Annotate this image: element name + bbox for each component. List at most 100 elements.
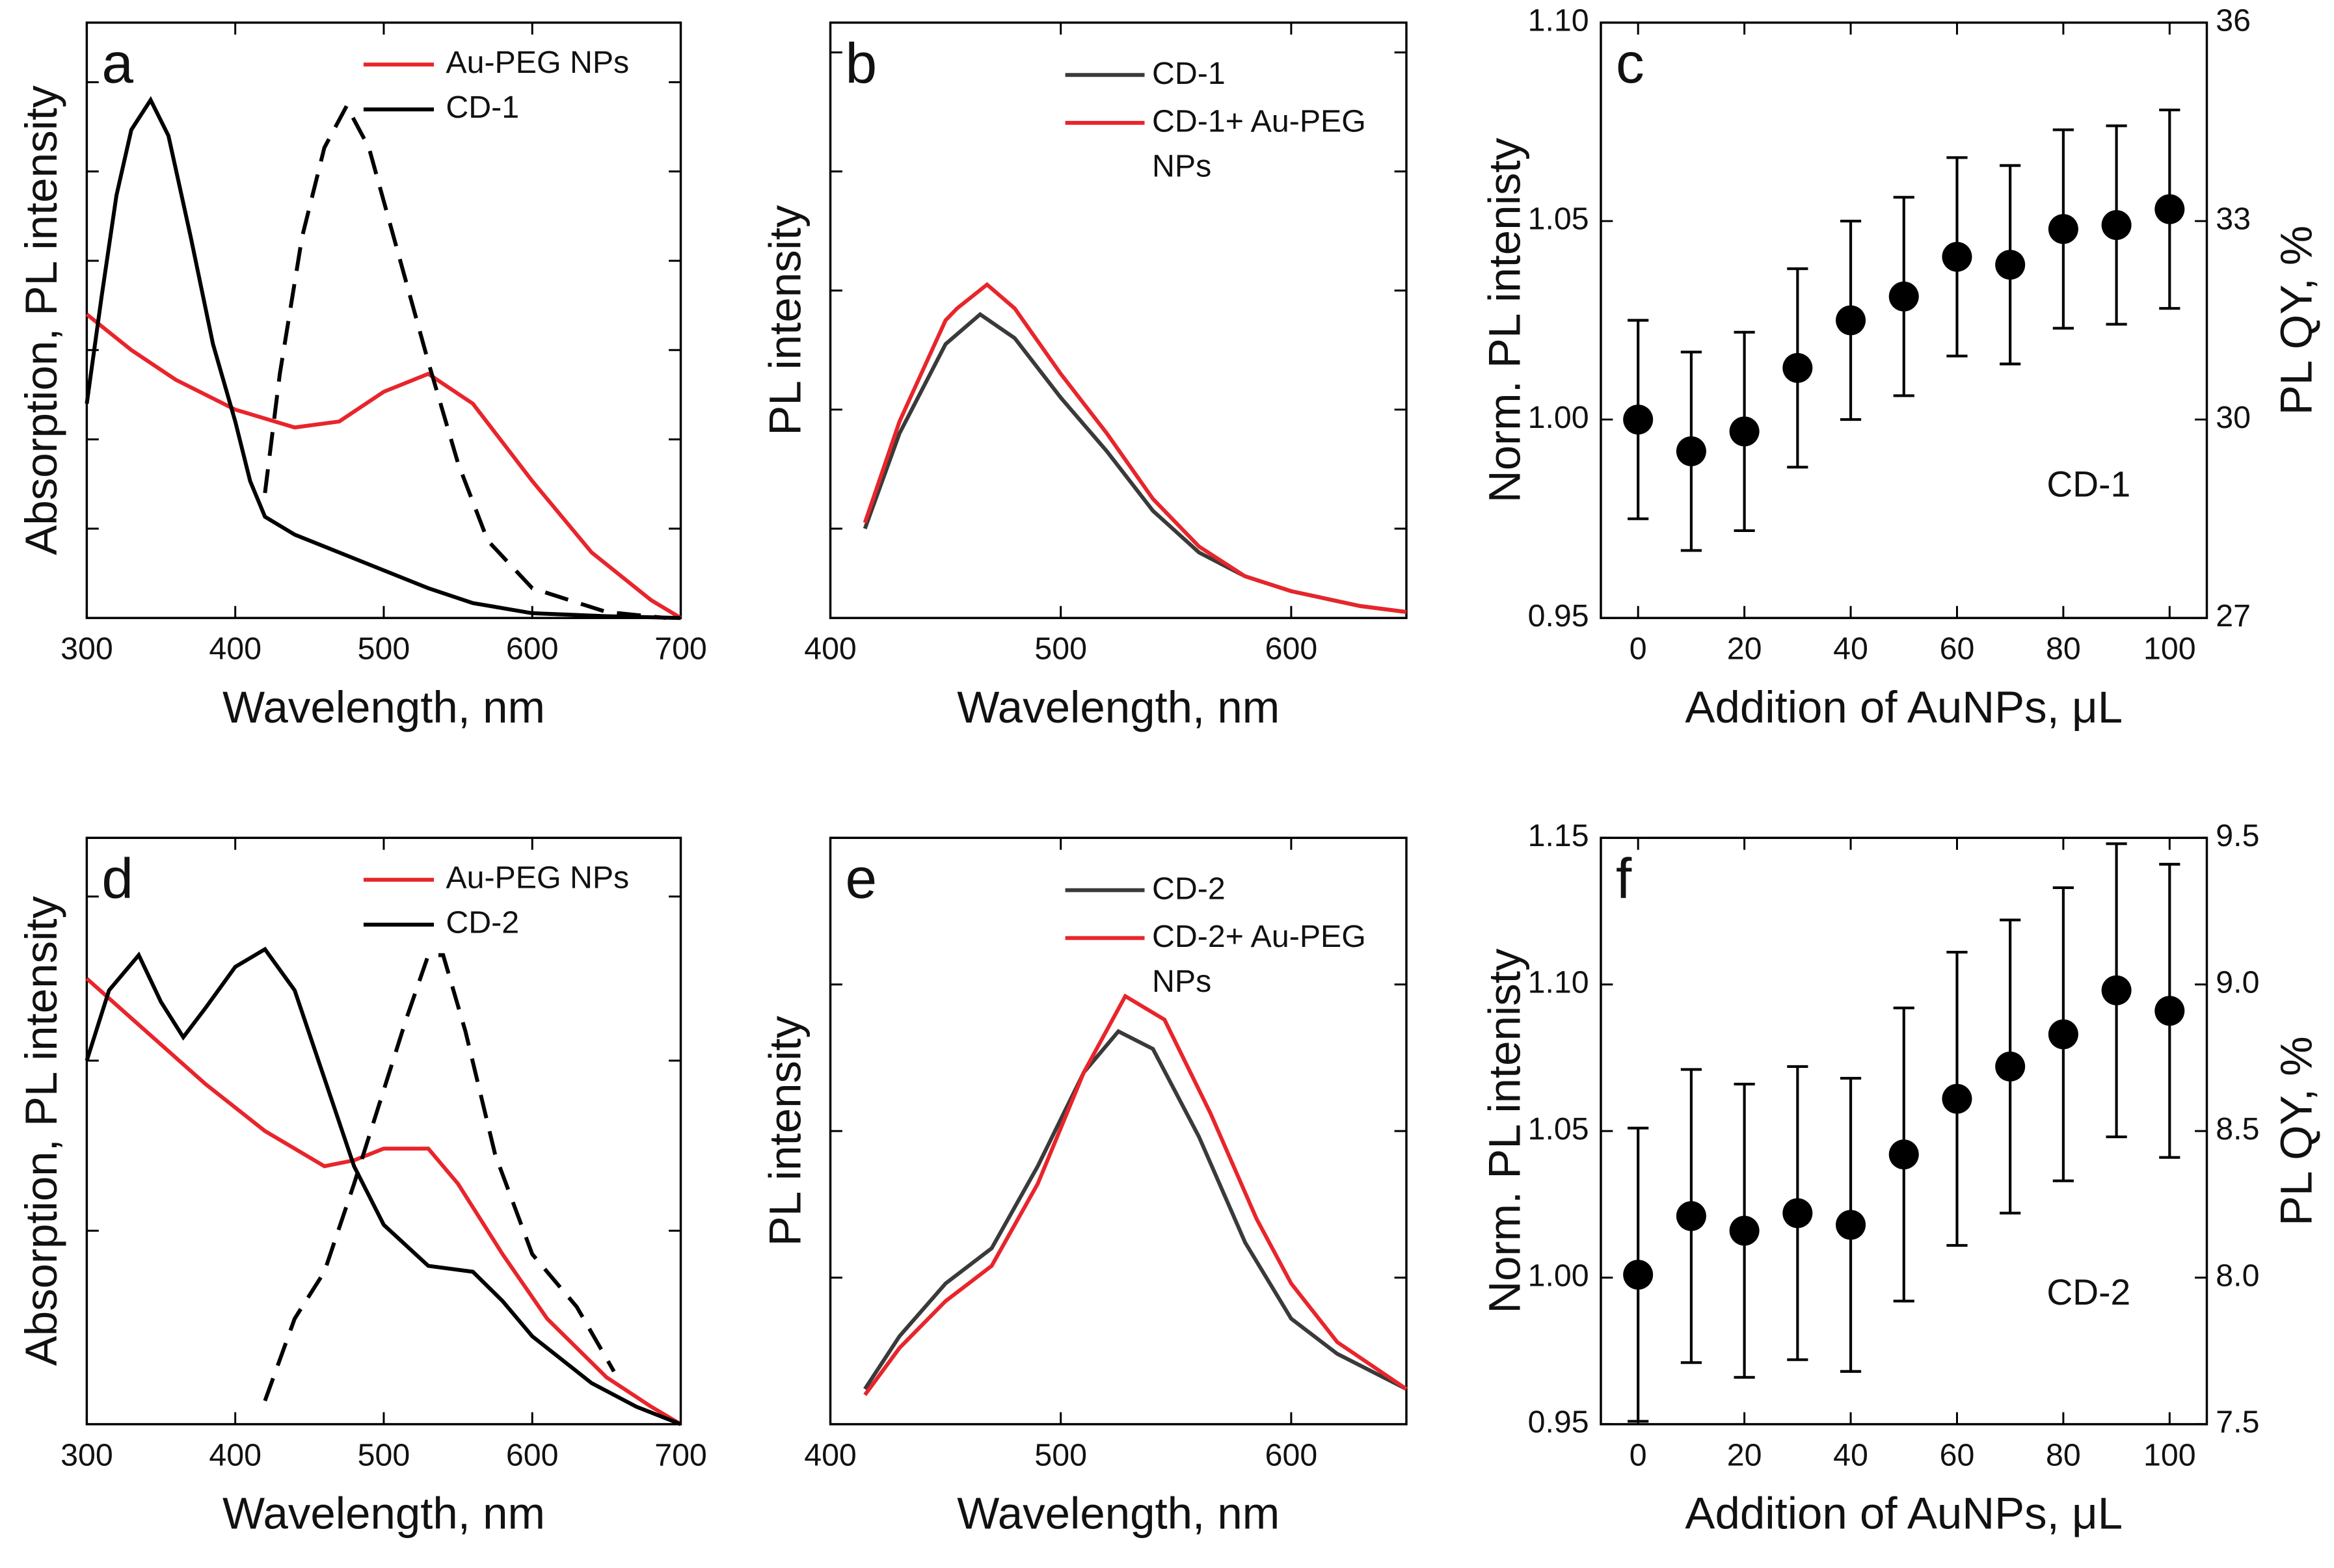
legend-label: CD-1+ Au-PEG NPs — [1152, 105, 1366, 185]
y-tick-label: 1.05 — [1528, 1111, 1589, 1147]
x-axis-label: Addition of AuNPs, μL — [1685, 1489, 2123, 1539]
x-tick-label: 500 — [358, 631, 410, 667]
series-line — [263, 101, 666, 620]
x-tick-label: 100 — [2143, 1437, 2196, 1472]
series-line — [85, 946, 682, 1426]
plot-frame — [85, 21, 682, 619]
x-tick-label: 0 — [1630, 1437, 1647, 1472]
x-tick-label: 60 — [1940, 1437, 1975, 1472]
panel-label: c — [1616, 31, 1644, 95]
panel: a 300 400 500 600 700 Wavelength, nm Absorption… — [16, 21, 707, 732]
x-tick-label: 600 — [1265, 1437, 1318, 1472]
x-tick-label: 80 — [2046, 631, 2081, 667]
series-line — [863, 312, 1407, 615]
x-tick-label: 400 — [804, 1437, 857, 1472]
series-line — [863, 1029, 1408, 1391]
x-tick-label: 20 — [1727, 1437, 1762, 1472]
y-tick-label: 0.95 — [1528, 1405, 1589, 1440]
x-tick-label: 300 — [60, 631, 113, 667]
x-tick-label: 400 — [804, 631, 857, 667]
data-point — [1782, 1198, 1813, 1229]
panel: f 0 20 40 60 80 100 0.95 1.00 1.05 1.10 1.15 7.5 8.0 8… — [1480, 818, 2322, 1539]
data-point — [1729, 1216, 1760, 1246]
y2-tick-label: 9.0 — [2216, 964, 2259, 1000]
data-point — [1942, 241, 1972, 272]
data-point — [2154, 996, 2185, 1026]
legend-label: CD-2 — [446, 905, 519, 940]
y2-tick-label: 9.5 — [2216, 818, 2259, 853]
series-line — [863, 993, 1408, 1396]
data-point — [1623, 405, 1654, 435]
x-tick-label: 400 — [209, 631, 262, 667]
y-tick-label: 1.05 — [1528, 202, 1589, 237]
x-tick-label: 600 — [506, 631, 559, 667]
x-tick-label: 80 — [2046, 1437, 2081, 1472]
panel-label: a — [101, 31, 133, 95]
y-tick-label: 1.10 — [1528, 964, 1589, 1000]
x-tick-label: 20 — [1727, 631, 1762, 667]
data-point — [1836, 305, 1866, 336]
legend-label: Au-PEG NPs — [446, 45, 629, 80]
series-line — [263, 953, 616, 1402]
x-axis-label: Wavelength, nm — [957, 682, 1280, 732]
legend-box: CD-2+ Au-PEG NPs — [1152, 920, 1366, 1000]
y-tick-label: 1.10 — [1528, 3, 1589, 38]
y-tick-label: 1.00 — [1528, 1258, 1589, 1293]
plot-frame — [1600, 21, 2208, 619]
panel-label: f — [1616, 846, 1632, 910]
data-point — [1676, 1201, 1706, 1231]
y2-tick-label: 33 — [2216, 202, 2251, 237]
x-tick-label: 0 — [1630, 631, 1647, 667]
y-axis-label: Absorption, PL intensity — [16, 85, 66, 555]
y-tick-label: 1.15 — [1528, 818, 1589, 853]
data-point — [2154, 194, 2185, 224]
y2-tick-label: 7.5 — [2216, 1405, 2259, 1440]
y-axis-label: Norm. PL intenisty — [1480, 137, 1530, 503]
x-axis-label: Wavelength, nm — [222, 1489, 545, 1539]
data-point — [2048, 1019, 2078, 1050]
data-point — [1888, 1139, 1919, 1170]
annotation: CD-2 — [2046, 1272, 2130, 1312]
y2-tick-label: 27 — [2216, 598, 2251, 633]
data-point — [1782, 352, 1813, 383]
data-point — [1995, 1051, 2026, 1082]
y2-axis-label: PL QY, % — [2271, 226, 2321, 416]
data-point — [2048, 214, 2078, 245]
series-line — [863, 282, 1407, 615]
data-point — [2101, 210, 2132, 241]
x-tick-label: 40 — [1833, 631, 1868, 667]
y-tick-label: 1.00 — [1528, 400, 1589, 435]
data-point — [1676, 436, 1706, 466]
data-point — [1729, 416, 1760, 447]
data-point — [1942, 1083, 1972, 1114]
legend-box: CD-2 — [1152, 872, 1226, 907]
x-tick-label: 500 — [358, 1437, 410, 1472]
y-tick-label: 0.95 — [1528, 598, 1589, 633]
panel-label: b — [846, 31, 878, 95]
y2-tick-label: 8.5 — [2216, 1111, 2259, 1147]
x-tick-label: 600 — [506, 1437, 559, 1472]
data-point — [1995, 250, 2026, 280]
legend-label: CD-2+ Au-PEG NPs — [1152, 920, 1366, 1000]
panel: c 0 20 40 60 80 100 0.95 1.00 1.05 1.10 27 30 33 36 PL … — [1480, 3, 2322, 732]
legend-label: CD-1 — [446, 90, 519, 125]
x-tick-label: 100 — [2143, 631, 2196, 667]
data-point — [1836, 1210, 1866, 1240]
legend-label: CD-1 — [1152, 57, 1226, 92]
series-line — [85, 96, 681, 620]
data-point — [2101, 975, 2132, 1005]
x-axis-label: Addition of AuNPs, μL — [1685, 682, 2123, 732]
y2-axis-label: PL QY, % — [2271, 1036, 2321, 1226]
x-axis-label: Wavelength, nm — [222, 682, 545, 732]
x-axis-label: Wavelength, nm — [957, 1489, 1280, 1539]
panel: d 300 400 500 600 700 Wavelength, nm Absorption… — [16, 836, 707, 1539]
y-axis-label: PL intensity — [760, 205, 810, 436]
y2-tick-label: 30 — [2216, 400, 2251, 435]
x-tick-label: 40 — [1833, 1437, 1868, 1472]
annotation: CD-1 — [2046, 464, 2130, 504]
legend-box: CD-1 — [1152, 57, 1226, 92]
series-line — [85, 313, 682, 620]
data-point — [1888, 281, 1919, 312]
